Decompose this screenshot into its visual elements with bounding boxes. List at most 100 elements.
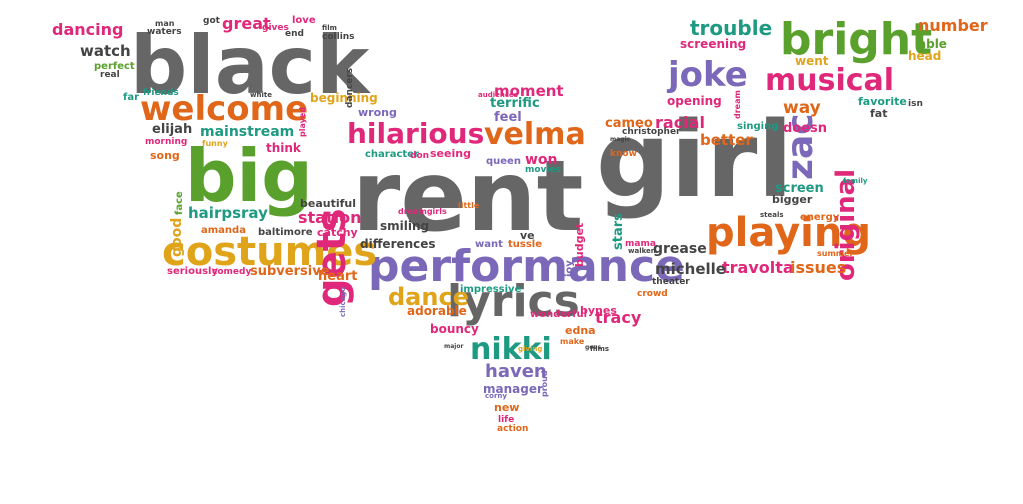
word-cameo: cameo	[605, 116, 653, 131]
word-man: man	[155, 19, 175, 28]
word-way: way	[783, 98, 821, 118]
word-steals: steals	[760, 211, 784, 219]
word-life: life	[498, 415, 515, 425]
word-don: don	[410, 151, 430, 161]
word-proud: proud	[540, 370, 549, 397]
word-feel: feel	[494, 110, 522, 125]
word-catchy: catchy	[317, 226, 358, 239]
word-baltimore: baltimore	[258, 227, 313, 238]
word-trouble: trouble	[690, 16, 773, 40]
word-impressive: impressive	[460, 284, 522, 295]
word-head: head	[908, 49, 942, 63]
word-able: able	[918, 37, 947, 51]
word-dancers: dancers	[345, 67, 355, 109]
word-want: want	[475, 239, 503, 250]
word-joke: joke	[668, 55, 748, 95]
word-queen: queen	[486, 156, 521, 167]
word-hilarious: hilarious	[347, 117, 485, 150]
word-gives: gives	[262, 23, 289, 33]
word-mainstream: mainstream	[200, 124, 295, 140]
word-number: number	[918, 16, 988, 35]
word-michelle: michelle	[655, 260, 726, 278]
word-smiling: smiling	[380, 219, 430, 233]
word-doesn: doesn	[783, 121, 828, 136]
word-corny: corny	[485, 392, 507, 400]
word-screening: screening	[680, 37, 747, 51]
word-song: song	[150, 149, 180, 162]
word-christopher: christopher	[622, 127, 681, 137]
word-bouncy: bouncy	[430, 322, 479, 336]
word-magic: magic	[610, 136, 631, 143]
word-tracy: tracy	[595, 308, 642, 327]
word-bigger: bigger	[772, 193, 813, 206]
word-face: face	[174, 190, 185, 215]
word-friends: friends	[143, 88, 179, 98]
word-know: know	[610, 149, 637, 159]
word-perfect: perfect	[94, 61, 135, 72]
word-end: end	[285, 29, 304, 39]
word-movies: movies	[525, 165, 561, 175]
word-energy: energy	[800, 212, 840, 223]
word-ve: ve	[520, 229, 535, 242]
word-amanda: amanda	[201, 225, 246, 236]
word-better: better	[700, 131, 753, 149]
word-big: big	[185, 134, 313, 218]
word-stars: stars	[611, 213, 626, 251]
word-dancing: dancing	[52, 20, 124, 39]
word-edna: edna	[565, 324, 596, 337]
word-little: little	[458, 201, 480, 210]
word-manager: manager	[483, 382, 543, 396]
word-crowd: crowd	[637, 289, 668, 299]
word-bright: bright	[780, 14, 933, 65]
word-racial: racial	[655, 113, 705, 132]
word-performance: performance	[368, 241, 685, 292]
word-morning: morning	[145, 137, 188, 147]
word-collins: collins	[322, 32, 355, 42]
word-haven: haven	[485, 361, 547, 382]
word-mama: mama	[625, 239, 656, 249]
word-singing: singing	[737, 121, 779, 132]
word-travolta: travolta	[722, 258, 794, 277]
word-heart: heart	[318, 269, 358, 284]
word-walken: walken	[628, 247, 656, 255]
word-got: got	[203, 16, 220, 26]
word-musical: musical	[765, 63, 895, 98]
word-major: major	[444, 343, 464, 350]
word-new: new	[494, 401, 520, 414]
word-seriously: seriously	[167, 266, 218, 277]
word-elijah: elijah	[152, 122, 193, 137]
word-won: won	[525, 152, 558, 168]
word-differences: differences	[360, 237, 436, 251]
word-seeing: seeing	[430, 147, 471, 160]
word-make: make	[560, 337, 585, 346]
word-dance: dance	[388, 283, 469, 311]
word-good: good	[169, 217, 185, 257]
word-went: went	[795, 54, 829, 68]
word-character: character	[365, 149, 419, 160]
word-subversive: subversive	[250, 264, 330, 279]
word-wonderful: wonderful	[530, 309, 587, 320]
word-played: played	[298, 106, 307, 137]
word-dream: dream	[733, 89, 742, 119]
word-grease: grease	[653, 241, 707, 257]
word-far: far	[123, 92, 140, 103]
word-terrific: terrific	[490, 96, 540, 111]
word-summer: summer	[817, 249, 854, 258]
word-lyrics: lyrics	[447, 276, 580, 327]
word-tussle: tussle	[508, 239, 543, 250]
word-issues: issues	[790, 258, 847, 277]
word-real: real	[100, 70, 120, 80]
word-giving: giving	[518, 345, 543, 353]
word-chicago: chicago	[339, 287, 347, 318]
word-playing: playing	[706, 210, 871, 256]
word-girl: girl	[596, 99, 794, 221]
word-rent: rent	[352, 140, 584, 254]
word-fat: fat	[870, 107, 888, 120]
word-welcome: welcome	[140, 89, 309, 129]
word-waters: waters	[147, 27, 182, 37]
word-costumes: costumes	[162, 229, 378, 275]
word-screen: screen	[775, 181, 824, 196]
word-white: white	[250, 91, 272, 99]
word-beautiful: beautiful	[300, 197, 357, 210]
word-theater: theater	[652, 277, 690, 287]
